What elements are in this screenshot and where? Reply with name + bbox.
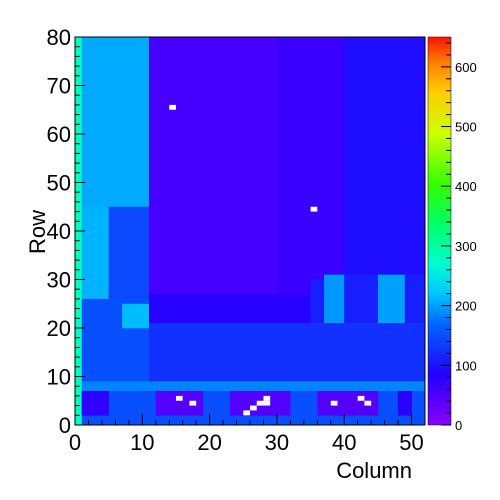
heatmap-region-3	[108, 206, 150, 300]
heatmap-region-15	[149, 323, 426, 382]
empty-cell-3	[189, 400, 197, 406]
empty-cell-2	[175, 395, 183, 401]
y-tick-label: 10	[47, 365, 71, 390]
colorbar-tick-label: 200	[455, 299, 477, 314]
empty-cells	[169, 104, 372, 416]
y-tick-label: 40	[47, 219, 71, 244]
y-tick-label: 20	[47, 316, 71, 341]
empty-cell-6	[263, 400, 271, 406]
colorbar-tick-label: 600	[455, 60, 477, 75]
y-axis: 0 10 20 30 40 50 60 70 80	[47, 25, 85, 438]
empty-cell-1	[310, 206, 318, 212]
colorbar-tick-label: 300	[455, 239, 477, 254]
colorbar-tick-label: 100	[455, 358, 477, 373]
heatmap-region-16	[81, 381, 426, 392]
heatmap-region-11	[324, 274, 345, 324]
y-tick-label: 70	[47, 74, 71, 99]
heatmap-region-5	[122, 303, 150, 329]
heatmap-cells	[75, 37, 426, 426]
empty-cell-7	[263, 395, 271, 401]
colorbar-tick-label: 400	[455, 179, 477, 194]
x-tick-label: 40	[332, 430, 356, 455]
colorbar-tick-label: 500	[455, 120, 477, 135]
heatmap-region-1	[81, 37, 150, 208]
y-axis-title: Row	[25, 210, 50, 254]
heatmap-region-6	[149, 37, 278, 295]
empty-cell-4	[250, 405, 257, 411]
x-tick-label: 10	[130, 430, 154, 455]
colorbar	[427, 36, 452, 426]
colorbar-axis: 0 100 200 300 400 500 600	[441, 42, 477, 433]
heatmap-region-14	[404, 274, 426, 324]
x-tick-label: 30	[265, 430, 289, 455]
heatmap-region-7	[276, 37, 345, 295]
heatmap-region-10	[310, 279, 325, 324]
heatmap-region-2	[81, 206, 109, 300]
heatmap-region-13	[377, 274, 406, 324]
y-tick-label: 30	[47, 268, 71, 293]
heatmap-region-9	[149, 294, 311, 324]
heatmap-region-12	[344, 274, 379, 324]
x-tick-label: 20	[197, 430, 221, 455]
heatmap-region-8	[344, 37, 426, 280]
y-tick-label: 0	[59, 413, 71, 438]
empty-cell-9	[330, 400, 338, 406]
colorbar-tick-label: 0	[455, 418, 462, 433]
x-axis-title: Column	[336, 458, 412, 483]
heatmap-region-18	[81, 391, 109, 416]
empty-cell-0	[169, 104, 176, 110]
empty-cell-8	[243, 410, 250, 416]
x-tick-label: 0	[69, 430, 81, 455]
y-tick-label: 60	[47, 122, 71, 147]
y-tick-label: 80	[47, 25, 71, 50]
x-axis: 0 10 20 30 40 50	[69, 414, 426, 455]
empty-cell-5	[256, 400, 264, 406]
empty-cell-10	[357, 395, 365, 401]
empty-cell-11	[364, 400, 372, 406]
y-tick-label: 50	[47, 171, 71, 196]
heatmap-region-22	[398, 391, 412, 416]
x-tick-label: 50	[399, 430, 423, 455]
